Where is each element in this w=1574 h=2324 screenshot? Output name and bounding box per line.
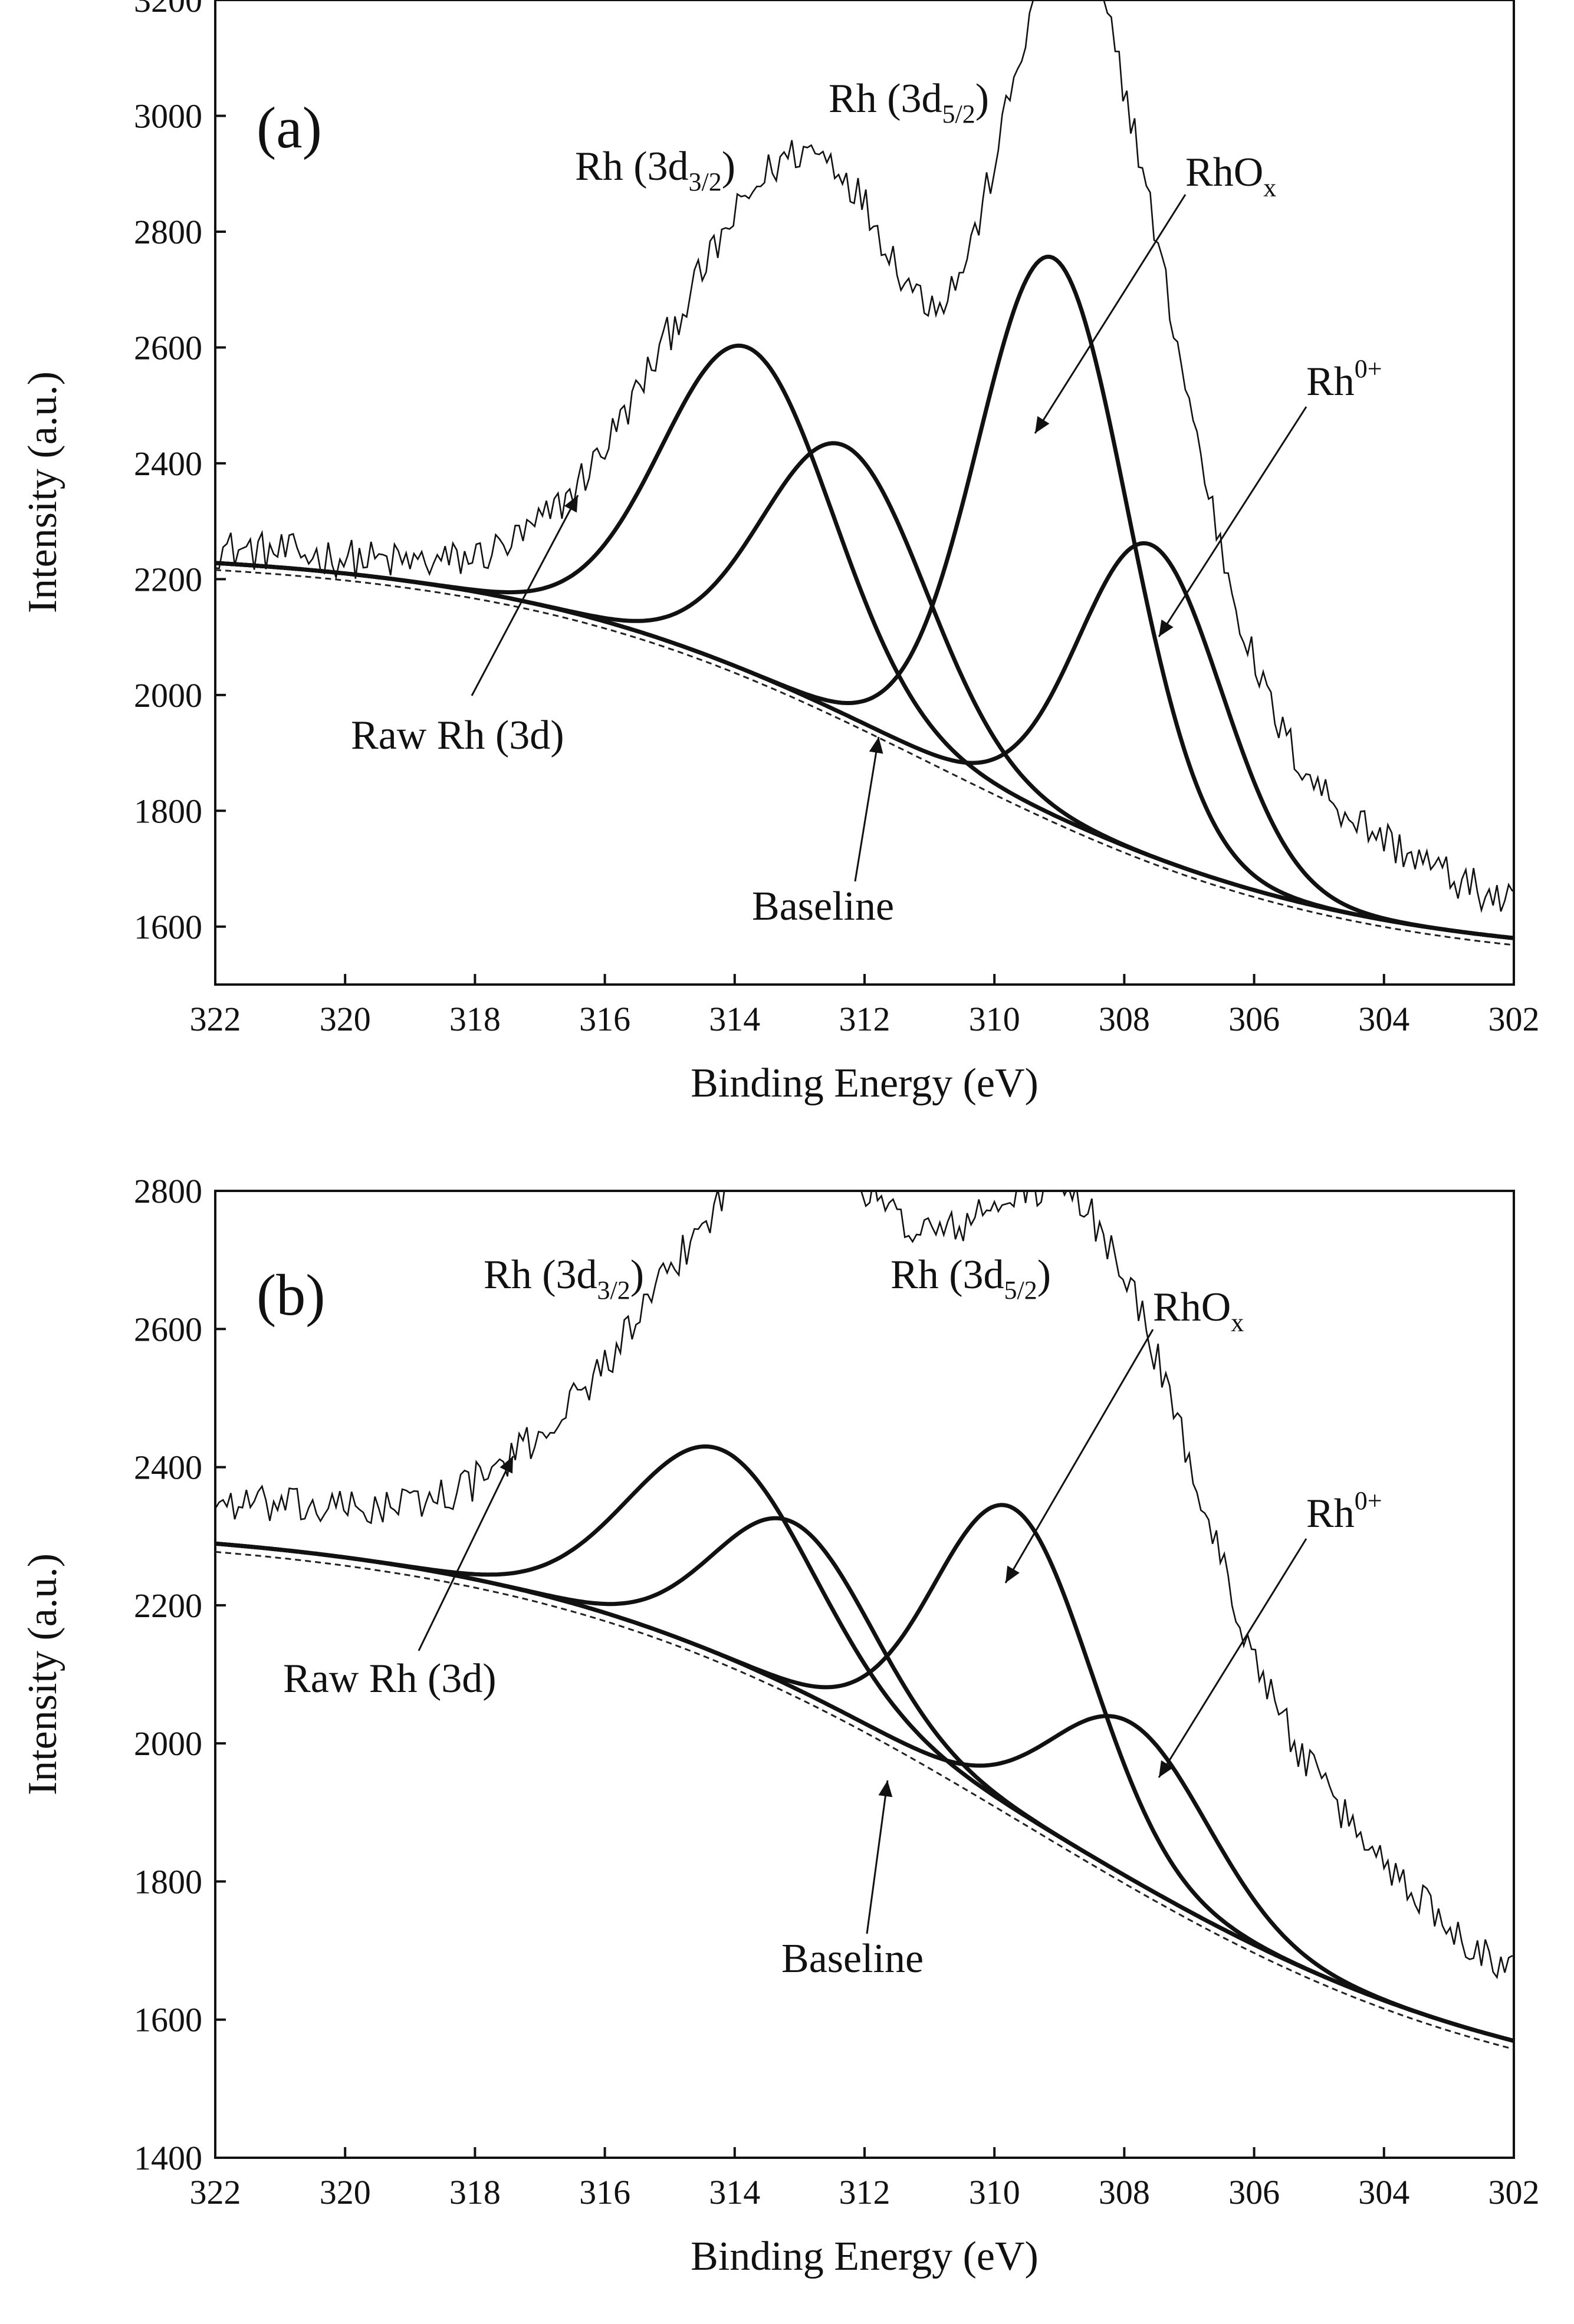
y-tick-label: 2600 [134, 328, 202, 367]
x-tick-label: 314 [709, 1000, 760, 1038]
fit-component-4 [215, 1541, 1514, 2043]
x-tick-label: 320 [320, 1000, 371, 1038]
raw-spectrum [215, 1191, 1513, 1980]
rhox-label: RhOx [1185, 150, 1276, 202]
x-tick-label: 306 [1228, 1000, 1280, 1038]
x-axis-title: Binding Energy (eV) [691, 2234, 1039, 2279]
annotation-arrow [1034, 194, 1187, 434]
x-tick-label: 304 [1358, 1000, 1409, 1038]
rh0-label: Rh0+ [1306, 1486, 1382, 1536]
annotation-arrow [471, 495, 579, 696]
y-tick-label: 1600 [134, 2001, 202, 2039]
rh-3d52-label: Rh (3d5/2) [829, 76, 989, 129]
y-axis-title: Intensity (a.u.) [20, 1553, 65, 1795]
rh-3d52-label: Rh (3d5/2) [890, 1252, 1051, 1305]
y-tick-label: 1800 [134, 792, 202, 830]
panel-b: 322 320 318 316 314 312 310 308 306 304 302 1400 160… [20, 1172, 1540, 2279]
x-tick-label: 312 [839, 1000, 890, 1038]
y-tick-label: 1400 [134, 2139, 202, 2177]
y-axis-title: Intensity (a.u.) [20, 371, 65, 613]
x-tick-label: 322 [190, 2173, 241, 2211]
y-tick-label: 2000 [134, 1724, 202, 1763]
x-tick-label: 316 [579, 1000, 630, 1038]
y-tick-label: 1600 [134, 908, 202, 946]
y-tick-label: 3000 [134, 97, 202, 135]
x-tick-label: 302 [1488, 2173, 1540, 2211]
x-tick-label: 320 [320, 2173, 371, 2211]
panel-label: (a) [257, 95, 322, 160]
x-tick-label: 312 [839, 2173, 890, 2211]
panel-a: 322 320 318 316 314 312 310 308 306 304 302 1600 180… [20, 0, 1540, 1106]
raw-spectrum [215, 0, 1513, 913]
x-tick-label: 302 [1488, 1000, 1540, 1038]
rh-3d32-label: Rh (3d3/2) [575, 144, 735, 196]
x-tick-label: 318 [449, 1000, 501, 1038]
x-tick-label: 322 [190, 1000, 241, 1038]
annotation-arrow [1158, 1538, 1307, 1778]
annotation-arrow [418, 1456, 514, 1651]
y-tick-label: 2200 [134, 560, 202, 598]
x-tick-label: 310 [969, 1000, 1020, 1038]
y-tick-label: 2800 [134, 1172, 202, 1210]
plot-area [215, 0, 1514, 946]
baseline-label: Baseline [752, 884, 894, 929]
y-tick-label: 2400 [134, 445, 202, 483]
annotation-arrow [1158, 406, 1307, 637]
x-tick-label: 316 [579, 2173, 630, 2211]
y-tick-label: 2400 [134, 1449, 202, 1487]
panel-label: (b) [257, 1262, 326, 1328]
baseline-curve [215, 1551, 1514, 2050]
x-axis-title: Binding Energy (eV) [691, 1061, 1039, 1106]
annotation-arrow [1004, 1329, 1154, 1584]
baseline-label: Baseline [781, 1936, 924, 1981]
x-tick-label: 314 [709, 2173, 760, 2211]
raw-rh-label: Raw Rh (3d) [351, 713, 564, 758]
annotation-arrow [866, 1780, 893, 1934]
y-tick-label: 1800 [134, 1862, 202, 1901]
plot-area [215, 1191, 1514, 2050]
y-tick-label: 2200 [134, 1586, 202, 1625]
x-tick-label: 304 [1358, 2173, 1409, 2211]
baseline-curve [215, 569, 1514, 946]
x-tick-label: 318 [449, 2173, 501, 2211]
raw-rh-label: Raw Rh (3d) [283, 1656, 497, 1701]
x-tick-label: 306 [1228, 2173, 1280, 2211]
y-tick-label: 2000 [134, 676, 202, 715]
y-tick-label: 2800 [134, 213, 202, 251]
rhox-label: RhOx [1153, 1285, 1244, 1337]
annotation-arrow [854, 736, 883, 882]
rh0-label: Rh0+ [1306, 354, 1382, 404]
x-tick-label: 308 [1099, 2173, 1150, 2211]
rh-3d32-label: Rh (3d3/2) [484, 1252, 644, 1305]
x-tick-label: 308 [1099, 1000, 1150, 1038]
y-tick-label: 3200 [134, 0, 202, 19]
x-tick-label: 310 [969, 2173, 1020, 2211]
fit-component-4 [215, 541, 1514, 940]
y-tick-label: 2600 [134, 1310, 202, 1348]
